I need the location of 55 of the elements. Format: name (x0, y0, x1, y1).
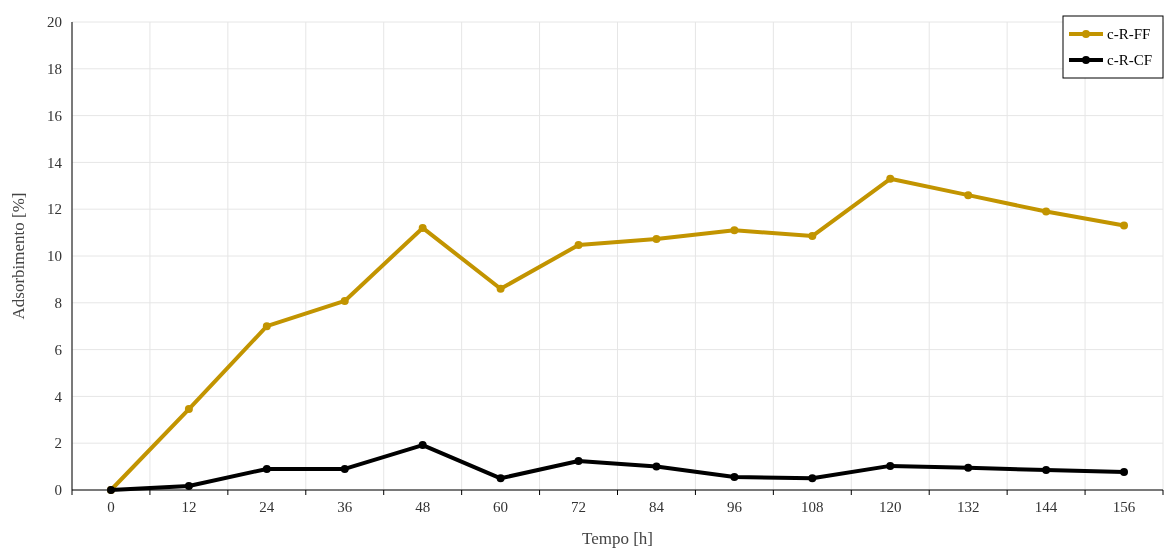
point (262, 464, 271, 473)
point (730, 226, 739, 235)
point (808, 474, 817, 483)
y-tick-label: 4 (54, 388, 63, 405)
legend-label: c-R-CF (1107, 52, 1152, 69)
point (808, 232, 817, 241)
x-tick-label: 96 (726, 499, 743, 515)
point (496, 474, 505, 483)
y-tick-label: 6 (54, 341, 63, 358)
point (1042, 466, 1051, 475)
x-tick-label: 0 (107, 499, 115, 515)
point (1120, 468, 1129, 476)
y-tick-label: 12 (47, 201, 62, 218)
point (418, 441, 427, 450)
x-axis-title: Tempo [h] (581, 529, 654, 548)
x-tick-label: 156 (1112, 499, 1136, 515)
y-tick-label: 18 (47, 61, 62, 78)
x-tick-label: 72 (571, 499, 587, 515)
point (418, 223, 427, 232)
x-tick-label: 60 (493, 499, 509, 515)
point (574, 241, 583, 249)
point (730, 472, 739, 481)
y-tick-label: 0 (54, 482, 62, 499)
point (184, 482, 193, 490)
point (652, 462, 661, 471)
y-tick-label: 16 (47, 107, 63, 124)
x-tick-label: 84 (648, 499, 665, 515)
point (1042, 207, 1051, 216)
point (262, 322, 271, 331)
x-tick-label: 120 (879, 499, 902, 515)
point (886, 461, 895, 470)
point (574, 457, 583, 465)
point (184, 405, 193, 414)
y-tick-label: 20 (47, 14, 62, 31)
point (652, 234, 661, 243)
point (1120, 221, 1129, 230)
x-tick-label: 12 (181, 499, 197, 515)
legend-label: c-R-FF (1107, 26, 1151, 43)
y-tick-label: 8 (54, 295, 62, 312)
x-tick-label: 36 (337, 499, 353, 515)
y-tick-label: 14 (47, 154, 63, 171)
point (340, 296, 349, 305)
y-tick-label: 2 (54, 435, 62, 452)
point (496, 284, 505, 293)
y-tick-label: 10 (47, 248, 62, 265)
y-axis-title: Adsorbimento [%] (9, 192, 28, 320)
x-tick-label: 108 (801, 499, 824, 515)
point (964, 463, 973, 472)
x-tick-label: 132 (956, 499, 980, 515)
x-tick-label: 144 (1034, 499, 1058, 515)
x-tick-label: 24 (259, 499, 275, 515)
point (964, 191, 973, 200)
x-tick-label: 48 (415, 499, 431, 515)
point (340, 464, 349, 473)
point (886, 174, 895, 183)
